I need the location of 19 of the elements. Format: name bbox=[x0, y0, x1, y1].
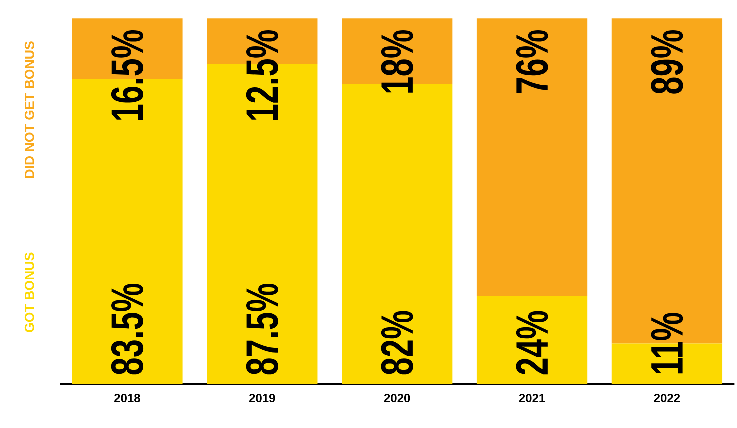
data-label: 24% bbox=[516, 311, 548, 375]
x-tick-label: 2018 bbox=[114, 394, 140, 403]
data-label: 87.5% bbox=[246, 284, 278, 375]
bar bbox=[476, 18, 588, 296]
text: GOT BONUS bbox=[24, 252, 34, 332]
data-label: 76% bbox=[516, 30, 548, 94]
x-tick-label: 2021 bbox=[519, 394, 546, 403]
data-label: 89% bbox=[651, 30, 684, 94]
data-label: 12.5% bbox=[246, 30, 278, 120]
bar bbox=[476, 296, 588, 384]
data-label: 11% bbox=[651, 313, 684, 374]
data-label: 18% bbox=[381, 30, 414, 93]
x-tick-label: 2022 bbox=[654, 394, 680, 403]
data-label: 82% bbox=[381, 311, 414, 375]
x-tick-label: 2019 bbox=[249, 394, 276, 403]
data-label: 83.5% bbox=[111, 284, 144, 375]
x-tick-label: 2020 bbox=[384, 394, 410, 403]
text: DID NOT GET BONUS bbox=[24, 42, 34, 178]
data-label: 16.5% bbox=[111, 30, 144, 120]
